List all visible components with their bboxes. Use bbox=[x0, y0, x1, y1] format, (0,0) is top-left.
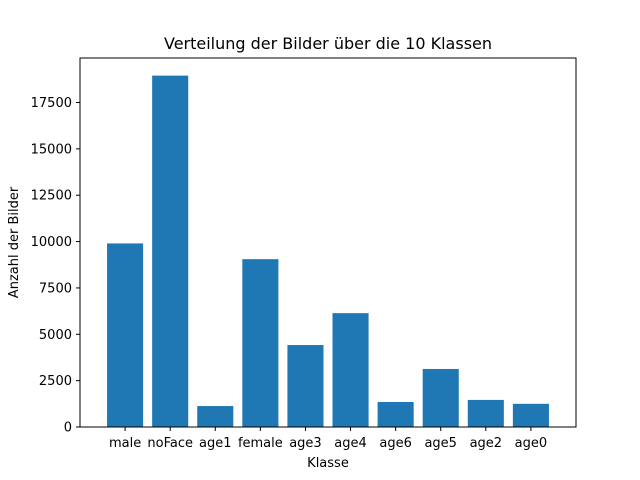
bar-male bbox=[107, 243, 144, 427]
x-tick-label: age6 bbox=[379, 436, 412, 451]
x-tick-label: female bbox=[238, 436, 283, 451]
ticks-group: male noFace age1 female age3 age4 age6 age5 age2… bbox=[31, 96, 548, 451]
x-tick-label: male bbox=[109, 436, 141, 451]
bar-age6 bbox=[377, 401, 414, 427]
y-tick-label: 10000 bbox=[31, 235, 72, 250]
y-tick-label: 12500 bbox=[31, 189, 72, 204]
y-tick-label: 0 bbox=[64, 421, 72, 436]
bars-group bbox=[107, 75, 549, 428]
x-tick-label: noFace bbox=[147, 436, 193, 451]
bar-age2 bbox=[467, 399, 504, 427]
chart-title: Verteilung der Bilder über die 10 Klasse… bbox=[164, 34, 492, 53]
y-tick-label: 15000 bbox=[31, 142, 72, 157]
y-tick-label: 17500 bbox=[31, 96, 72, 111]
x-tick-label: age0 bbox=[515, 436, 548, 451]
x-tick-label: age2 bbox=[470, 436, 503, 451]
x-tick-label: age3 bbox=[289, 436, 322, 451]
bar-age5 bbox=[422, 368, 459, 427]
x-tick-label: age4 bbox=[334, 436, 367, 451]
x-axis-title: Klasse bbox=[307, 456, 349, 471]
y-tick-label: 2500 bbox=[39, 374, 72, 389]
bar-female bbox=[242, 259, 279, 427]
bar-age0 bbox=[512, 403, 549, 427]
bar-age3 bbox=[287, 345, 324, 427]
y-tick-label: 7500 bbox=[39, 281, 72, 296]
y-tick-label: 5000 bbox=[39, 328, 72, 343]
bar-noFace bbox=[152, 75, 189, 428]
bar-age4 bbox=[332, 313, 369, 427]
x-tick-label: age1 bbox=[199, 436, 232, 451]
bar-age1 bbox=[197, 406, 234, 427]
y-axis-title: Anzahl der Bilder bbox=[7, 186, 22, 298]
plot-frame bbox=[79, 57, 577, 428]
x-tick-label: age5 bbox=[424, 436, 457, 451]
